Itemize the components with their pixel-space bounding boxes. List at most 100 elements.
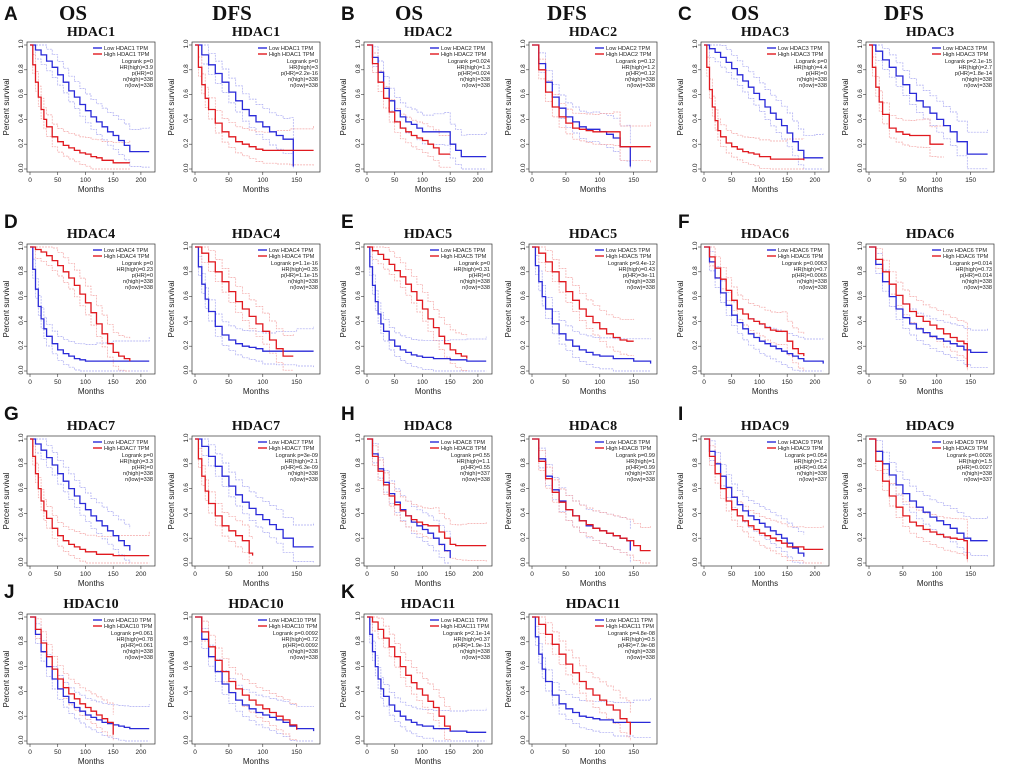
x-tick-label: 50 — [899, 571, 907, 578]
ci-lower-high — [704, 44, 804, 170]
stat-line: p(HR)=0.061 — [121, 643, 153, 649]
y-tick-label: 0.0 — [692, 163, 699, 172]
survival-curve-high — [30, 616, 114, 735]
y-axis-label: Percent survival — [841, 78, 850, 135]
x-tick-label: 0 — [28, 749, 32, 756]
survival-curve-low — [367, 44, 487, 158]
x-tick-label: 150 — [108, 379, 119, 386]
x-tick-label: 50 — [899, 177, 907, 184]
y-tick-label: 1.0 — [692, 433, 699, 442]
legend-label: Low HDAC5 TPM — [606, 248, 650, 254]
stat-line: n(high)=338 — [288, 471, 318, 477]
ci-lower-low — [30, 246, 150, 372]
y-tick-label: 0.0 — [183, 365, 190, 374]
survival-curve-high — [869, 246, 968, 368]
legend-label: High HDAC11 TPM — [441, 624, 489, 630]
x-tick-label: 100 — [257, 379, 268, 386]
survival-curve-low — [30, 44, 150, 153]
y-tick-label: 1.0 — [183, 433, 190, 442]
x-tick-label: 150 — [965, 571, 976, 578]
ci-upper-low — [30, 44, 150, 130]
x-tick-label: 150 — [291, 571, 302, 578]
stat-line: HR(high)=1 — [626, 459, 655, 465]
x-tick-label: 0 — [702, 571, 706, 578]
km-plot-e-dfs: HDAC5 0.0 0.2 0.4 0.6 0.8 1.0 0 50 100 150 Months Pe… — [504, 227, 658, 396]
x-tick-label: 150 — [108, 571, 119, 578]
survival-curve-high — [367, 438, 487, 547]
x-tick-label: 100 — [80, 379, 91, 386]
km-plot-h-os: HDAC8 0.0 0.2 0.4 0.6 0.8 1.0 0 50 100 150 200 Month… — [339, 419, 493, 588]
y-tick-label: 0.6 — [18, 483, 25, 492]
y-tick-label: 0.2 — [18, 340, 25, 349]
km-plot-h-dfs: HDAC8 0.0 0.2 0.4 0.6 0.8 1.0 0 50 100 150 Months Pe… — [504, 419, 658, 588]
y-tick-label: 0.8 — [18, 458, 25, 467]
stat-line: n(low)=338 — [290, 285, 318, 291]
y-tick-label: 1.0 — [183, 241, 190, 250]
ci-upper-low — [30, 438, 131, 529]
x-tick-label: 150 — [445, 379, 456, 386]
x-tick-label: 0 — [28, 177, 32, 184]
stat-line: p(HR)=3e-11 — [623, 273, 655, 279]
ci-lower-low — [532, 616, 651, 739]
x-axis-label: Months — [752, 387, 778, 396]
plot-title: HDAC4 — [232, 227, 280, 242]
panel-letter-g: G — [4, 404, 19, 425]
x-axis-label: Months — [78, 185, 104, 194]
survival-curve-low — [704, 44, 824, 159]
plot-title: HDAC6 — [741, 227, 789, 242]
y-tick-label: 0.4 — [692, 114, 699, 123]
ci-lower-low — [704, 246, 824, 372]
column-header-dfs: DFS — [547, 1, 587, 25]
y-tick-label: 0.0 — [520, 163, 527, 172]
ci-upper-high — [704, 44, 805, 142]
km-plot-b-os: HDAC2 0.0 0.2 0.4 0.6 0.8 1.0 0 50 100 150 200 Month… — [339, 25, 493, 194]
x-tick-label: 100 — [417, 571, 428, 578]
x-tick-label: 50 — [225, 571, 233, 578]
x-tick-label: 0 — [530, 379, 534, 386]
y-tick-label: 0.8 — [355, 458, 362, 467]
stat-line: n(low)=338 — [125, 285, 153, 291]
plot-frame — [865, 41, 995, 173]
stat-line: n(low)=337 — [799, 477, 827, 483]
stat-line: p(HR)=0.014 — [960, 273, 992, 279]
ci-upper-high — [704, 246, 805, 334]
x-tick-label: 200 — [135, 571, 146, 578]
y-tick-label: 0.2 — [183, 138, 190, 147]
panel-letter-j: J — [4, 582, 15, 603]
y-tick-label: 1.0 — [857, 241, 864, 250]
km-plot-f-dfs: HDAC6 0.0 0.2 0.4 0.6 0.8 1.0 0 50 100 150 Months Pe… — [841, 227, 995, 396]
stat-line: HR(high)=0.7 — [794, 267, 827, 273]
stat-line: n(low)=337 — [964, 477, 992, 483]
legend-label: High HDAC8 TPM — [441, 446, 487, 452]
y-tick-label: 0.6 — [355, 89, 362, 98]
x-tick-label: 200 — [472, 177, 483, 184]
x-tick-label: 150 — [108, 177, 119, 184]
column-header-os: OS — [731, 1, 759, 25]
plot-title: HDAC5 — [404, 227, 452, 242]
y-tick-label: 1.0 — [355, 39, 362, 48]
y-tick-label: 0.0 — [18, 557, 25, 566]
ci-lower-high — [195, 246, 294, 371]
stat-line: p(HR)=0.024 — [458, 71, 490, 77]
y-tick-label: 1.0 — [18, 39, 25, 48]
y-tick-label: 0.0 — [857, 365, 864, 374]
legend-label: High HDAC1 TPM — [104, 52, 150, 58]
x-axis-label: Months — [78, 757, 104, 765]
y-axis-label: Percent survival — [167, 78, 176, 135]
y-tick-label: 0.4 — [183, 686, 190, 695]
survival-curve-high — [704, 438, 824, 551]
y-axis-label: Percent survival — [339, 650, 348, 707]
ci-lower-high — [367, 44, 451, 168]
plot-title: HDAC7 — [67, 419, 115, 434]
stat-line: p(HR)=0 — [132, 273, 153, 279]
x-axis-label: Months — [243, 757, 269, 765]
x-tick-label: 100 — [80, 177, 91, 184]
y-tick-label: 0.0 — [183, 163, 190, 172]
plot-frame — [528, 41, 658, 173]
y-tick-label: 0.8 — [692, 458, 699, 467]
stat-line: Logrank p=0.55 — [451, 453, 490, 459]
km-plot-a-dfs: HDAC1 0.0 0.2 0.4 0.6 0.8 1.0 0 50 100 150 Months Pe… — [167, 25, 321, 194]
legend-label: Low HDAC8 TPM — [441, 440, 485, 446]
y-tick-label: 0.8 — [857, 266, 864, 275]
y-axis-label: Percent survival — [2, 280, 11, 337]
